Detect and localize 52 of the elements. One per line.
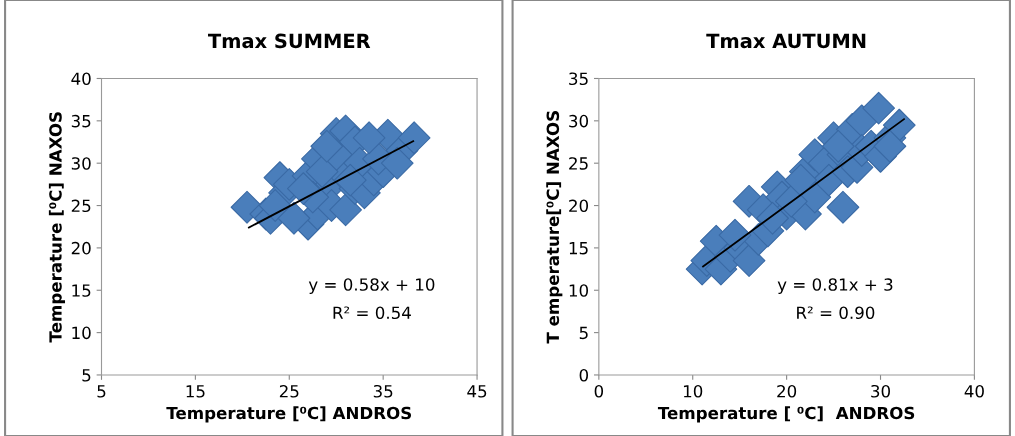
y-tick-label: 30	[71, 157, 91, 170]
point	[784, 163, 818, 197]
y-axis-title: Temperature [⁰C] NAXOS	[48, 112, 66, 343]
x-tick-label: 20	[777, 384, 797, 398]
y-tick-label: 5	[82, 369, 91, 382]
x-tick-label: 30	[871, 384, 891, 398]
point	[397, 121, 431, 155]
x-tick-label: 0	[594, 384, 604, 398]
x-tick-label: 35	[373, 384, 393, 398]
point	[333, 163, 367, 197]
point	[380, 146, 414, 180]
annotation: R² = 0.54	[333, 306, 411, 320]
point	[286, 172, 320, 205]
point	[352, 121, 386, 155]
y-tick-label: 0	[579, 368, 589, 382]
y-tick-label: 20	[569, 199, 589, 213]
point	[862, 91, 896, 125]
point	[329, 193, 362, 227]
chart-title: Tmax SUMMER	[208, 33, 371, 49]
x-axis-title: Temperature [⁰C] ANDROS	[166, 406, 412, 423]
x-tick-label: 25	[279, 384, 299, 398]
point	[305, 155, 339, 189]
y-tick-label: 30	[569, 114, 589, 128]
y-tick-label: 15	[72, 284, 91, 297]
point	[873, 129, 907, 163]
point	[826, 190, 860, 224]
point	[277, 201, 311, 235]
y-tick-label: 35	[569, 72, 588, 86]
y-tick-label: 35	[71, 114, 91, 128]
point	[732, 244, 766, 277]
y-tick-label: 10	[569, 284, 589, 297]
y-tick-label: 5	[579, 326, 588, 340]
x-tick-label: 45	[467, 385, 487, 398]
point	[718, 218, 752, 252]
annotation: R² = 0.90	[797, 306, 875, 320]
point	[756, 201, 789, 235]
y-tick-label: 25	[71, 199, 91, 213]
y-tick-label: 40	[71, 72, 91, 86]
x-tick-label: 10	[683, 384, 703, 398]
annotation: y = 0.81x + 3	[777, 278, 893, 295]
annotation: y = 0.58x + 10	[308, 278, 435, 295]
x-axis-title: Temperature [ ⁰C] ANDROS	[657, 406, 915, 423]
x-tick-label: 40	[964, 384, 984, 398]
chart-title: Tmax AUTUMN	[706, 33, 866, 49]
y-tick-label: 15	[569, 242, 588, 255]
point	[310, 129, 344, 163]
x-tick-label: 15	[186, 385, 205, 398]
y-tick-label: 20	[71, 241, 91, 255]
x-tick-label: 5	[97, 385, 106, 398]
y-axis-title: T emperature[⁰C] NAXOS	[546, 111, 563, 344]
y-tick-label: 10	[72, 326, 91, 340]
y-tick-label: 25	[569, 157, 588, 170]
